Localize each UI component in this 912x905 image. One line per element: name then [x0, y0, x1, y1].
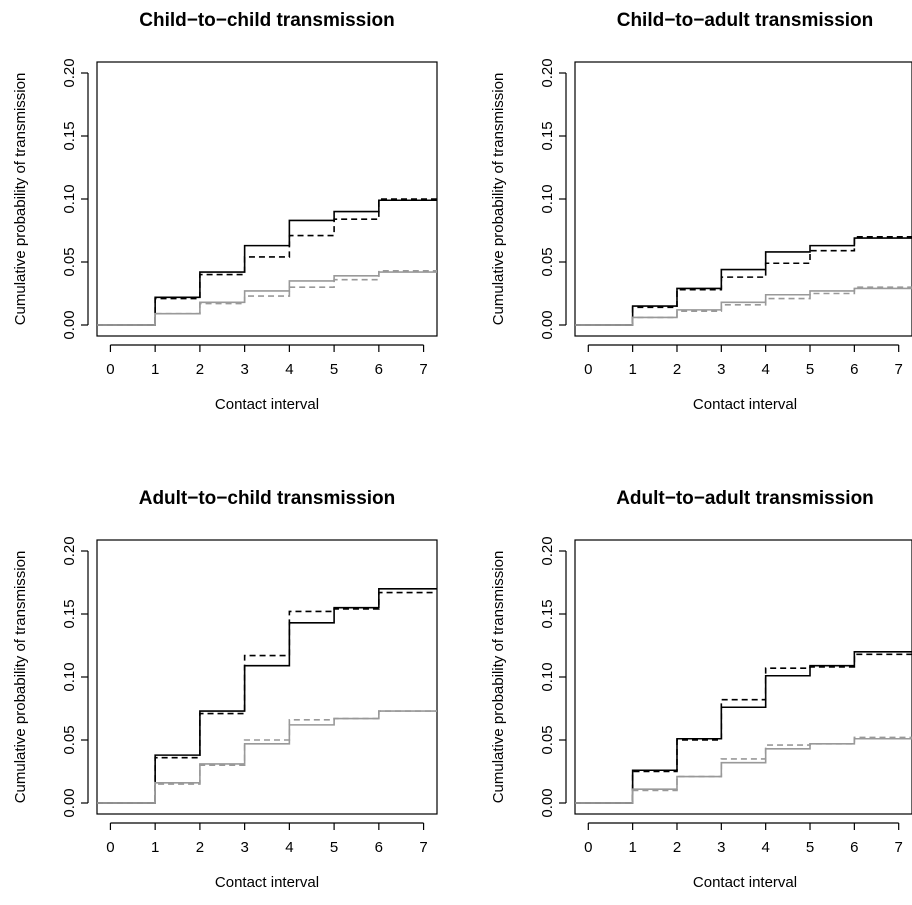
series-line-4: [97, 710, 437, 804]
x-tick-label: 4: [285, 839, 293, 856]
plot-frame: [574, 61, 912, 337]
x-tick-label: 2: [196, 361, 204, 378]
x-axis-label: Contact interval: [215, 874, 319, 891]
x-tick-label: 5: [806, 361, 814, 378]
series-line-2: [97, 198, 437, 326]
x-axis-label: Contact interval: [693, 874, 797, 891]
y-tick-label: 0.05: [539, 247, 556, 276]
x-tick-label: 0: [584, 361, 592, 378]
series-line-4: [575, 286, 912, 326]
y-tick-label: 0.10: [61, 662, 78, 691]
series-line-3: [97, 271, 437, 326]
x-tick-label: 4: [761, 361, 769, 378]
y-tick-label: 0.05: [539, 725, 556, 754]
y-tick-label: 0.15: [61, 599, 78, 628]
x-tick-label: 0: [106, 361, 114, 378]
y-tick-label: 0.20: [539, 536, 556, 565]
y-tick-label: 0.15: [539, 599, 556, 628]
chart-title: Child−to−child transmission: [139, 10, 395, 31]
chart-title: Adult−to−child transmission: [139, 488, 396, 509]
x-tick-label: 4: [285, 361, 293, 378]
y-axis-label: Cumulative probability of transmission: [490, 73, 507, 326]
x-tick-label: 6: [375, 839, 383, 856]
y-tick-label: 0.00: [61, 788, 78, 817]
x-tick-label: 1: [151, 361, 159, 378]
x-tick-label: 5: [330, 839, 338, 856]
chart-title: Adult−to−adult transmission: [616, 488, 874, 509]
x-tick-label: 2: [673, 361, 681, 378]
series-line-3: [575, 737, 912, 804]
x-tick-label: 1: [151, 839, 159, 856]
x-tick-label: 5: [330, 361, 338, 378]
y-axis-label: Cumulative probability of transmission: [12, 551, 29, 804]
y-axis-label: Cumulative probability of transmission: [12, 73, 29, 326]
x-tick-label: 0: [584, 839, 592, 856]
x-tick-label: 0: [106, 839, 114, 856]
series-line-2: [97, 591, 437, 804]
series-line-1: [575, 237, 912, 326]
x-tick-label: 7: [895, 839, 903, 856]
series-line-1: [97, 588, 437, 804]
chart-panel-3: Adult−to−child transmission 0.00 0.05 0.10 0…: [12, 488, 438, 891]
x-tick-label: 7: [419, 361, 427, 378]
y-tick-label: 0.10: [539, 662, 556, 691]
x-tick-label: 6: [850, 361, 858, 378]
x-tick-label: 3: [717, 839, 725, 856]
y-tick-label: 0.00: [61, 310, 78, 339]
series-line-3: [97, 710, 437, 804]
x-tick-label: 7: [895, 361, 903, 378]
x-axis-label: Contact interval: [693, 396, 797, 413]
plot-frame: [96, 539, 438, 815]
x-tick-label: 7: [419, 839, 427, 856]
series-line-2: [575, 653, 912, 804]
y-tick-label: 0.00: [539, 310, 556, 339]
series-line-4: [575, 736, 912, 804]
y-tick-label: 0.15: [61, 121, 78, 150]
chart-panel-1: Child−to−child transmission 0.00 0.05 0.10 0…: [12, 10, 438, 413]
x-tick-label: 4: [761, 839, 769, 856]
x-tick-label: 2: [196, 839, 204, 856]
x-tick-label: 3: [240, 839, 248, 856]
y-tick-label: 0.20: [61, 536, 78, 565]
x-tick-label: 1: [628, 839, 636, 856]
y-tick-label: 0.00: [539, 788, 556, 817]
y-tick-label: 0.20: [61, 58, 78, 87]
x-tick-label: 6: [850, 839, 858, 856]
y-tick-label: 0.10: [539, 184, 556, 213]
y-tick-label: 0.05: [61, 725, 78, 754]
y-tick-label: 0.05: [61, 247, 78, 276]
series-line-4: [97, 270, 437, 326]
series-line-2: [575, 236, 912, 326]
y-tick-label: 0.15: [539, 121, 556, 150]
y-axis-label: Cumulative probability of transmission: [490, 551, 507, 804]
series-line-1: [97, 199, 437, 326]
x-tick-label: 6: [375, 361, 383, 378]
y-tick-label: 0.20: [539, 58, 556, 87]
x-axis-label: Contact interval: [215, 396, 319, 413]
chart-panel-2: Child−to−adult transmission 0.00 0.05 0.10 0…: [490, 10, 912, 413]
series-line-1: [575, 651, 912, 804]
series-line-3: [575, 287, 912, 326]
x-tick-label: 3: [717, 361, 725, 378]
y-tick-label: 0.10: [61, 184, 78, 213]
chart-panel-4: Adult−to−adult transmission 0.00 0.05 0.10 0…: [490, 488, 912, 891]
x-tick-label: 3: [240, 361, 248, 378]
x-tick-label: 2: [673, 839, 681, 856]
chart-title: Child−to−adult transmission: [617, 10, 874, 31]
plot-frame: [574, 539, 912, 815]
x-tick-label: 1: [628, 361, 636, 378]
x-tick-label: 5: [806, 839, 814, 856]
